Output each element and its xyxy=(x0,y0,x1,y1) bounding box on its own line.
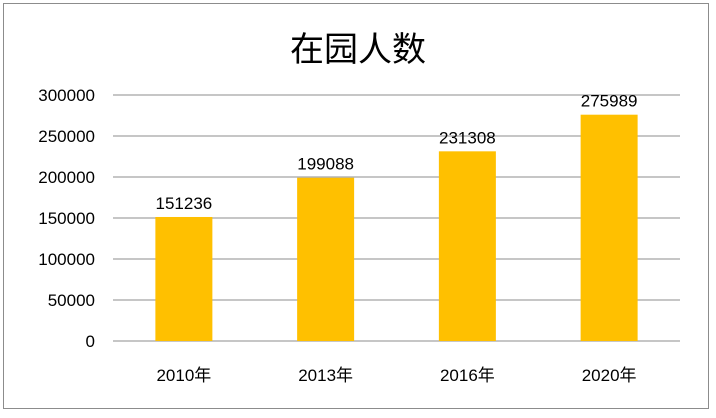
y-tick-label: 250000 xyxy=(38,127,95,146)
y-tick-label: 300000 xyxy=(38,86,95,105)
data-label: 199088 xyxy=(297,155,354,174)
y-axis-ticks: 0 50000 100000 150000 200000 250000 300000 xyxy=(38,86,95,351)
data-label: 275989 xyxy=(581,92,638,111)
y-tick-label: 50000 xyxy=(48,291,95,310)
x-tick-label: 2016年 xyxy=(440,366,495,385)
bar xyxy=(155,216,213,341)
data-label: 151236 xyxy=(156,194,213,213)
bar xyxy=(580,114,638,341)
bar xyxy=(438,151,496,341)
y-tick-label: 200000 xyxy=(38,168,95,187)
x-tick-label: 2020年 xyxy=(582,366,637,385)
data-labels: 151236 199088 231308 275989 xyxy=(156,92,638,213)
bar xyxy=(297,177,355,341)
y-tick-label: 100000 xyxy=(38,250,95,269)
chart-title: 在园人数 xyxy=(290,30,426,70)
bars xyxy=(155,114,638,341)
x-axis-ticks: 2010年 2013年 2016年 2020年 xyxy=(156,366,636,385)
data-label: 231308 xyxy=(439,128,496,147)
x-tick-label: 2010年 xyxy=(156,366,211,385)
y-tick-label: 150000 xyxy=(38,209,95,228)
y-tick-label: 0 xyxy=(86,332,95,351)
x-tick-label: 2013年 xyxy=(298,366,353,385)
